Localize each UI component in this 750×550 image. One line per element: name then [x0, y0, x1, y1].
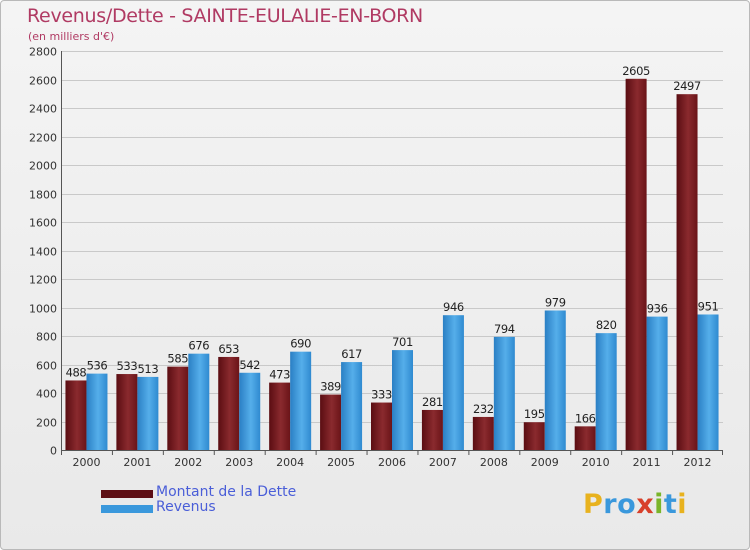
logo-letter: P — [583, 489, 604, 520]
proxiti-logo: Proxiti — [583, 489, 687, 520]
y-tick-label: 1600 — [29, 217, 57, 230]
logo-letter: x — [636, 489, 655, 520]
y-tick-label: 200 — [36, 417, 57, 430]
y-tick-label: 2800 — [29, 46, 57, 59]
bar-dette — [574, 426, 596, 450]
x-tick-label: 2009 — [531, 456, 559, 469]
x-tick-label: 2005 — [327, 456, 355, 469]
bar-dette — [421, 409, 443, 450]
label-revenus: 542 — [239, 358, 260, 372]
label-revenus: 936 — [647, 302, 668, 316]
bar-dette — [218, 356, 240, 450]
bar-dette — [676, 94, 698, 451]
label-dette: 281 — [422, 395, 443, 409]
y-tick-label: 600 — [36, 360, 57, 373]
bar-revenus — [341, 362, 363, 450]
legend-swatch-debt — [101, 490, 153, 498]
x-tick-label: 2012 — [684, 456, 712, 469]
bar-revenus — [290, 351, 312, 450]
x-tick-label: 2003 — [225, 456, 253, 469]
bar-revenus — [646, 316, 668, 450]
label-dette: 533 — [117, 359, 138, 373]
label-dette: 473 — [269, 368, 290, 382]
label-dette: 2605 — [622, 64, 650, 78]
y-tick-label: 0 — [50, 445, 57, 458]
label-dette: 585 — [167, 352, 188, 366]
label-revenus: 820 — [596, 318, 617, 332]
x-tick-label: 2006 — [378, 456, 406, 469]
label-revenus: 513 — [138, 362, 159, 376]
label-revenus: 617 — [341, 347, 362, 361]
label-dette: 195 — [524, 407, 545, 421]
chart-subtitle: (en milliers d'€) — [28, 30, 115, 43]
y-tick-label: 2000 — [29, 160, 57, 173]
logo-letter: i — [677, 489, 688, 520]
bar-revenus — [442, 315, 464, 450]
bar-dette — [167, 366, 189, 450]
label-dette: 2497 — [673, 79, 701, 93]
x-tick-label: 2002 — [174, 456, 202, 469]
label-dette: 389 — [320, 380, 341, 394]
bar-dette — [371, 402, 392, 450]
bar-revenus — [188, 353, 210, 450]
label-dette: 488 — [66, 365, 87, 379]
x-tick-label: 2007 — [429, 456, 457, 469]
x-tick-label: 2004 — [276, 456, 304, 469]
legend-label-revenus: Revenus — [156, 499, 216, 515]
y-tick-label: 2600 — [29, 75, 57, 88]
x-tick-label: 2000 — [72, 456, 100, 469]
y-tick-label: 1800 — [29, 189, 57, 202]
label-dette: 166 — [575, 411, 596, 425]
label-revenus: 690 — [290, 337, 311, 351]
label-revenus: 676 — [188, 339, 209, 353]
bar-revenus — [493, 336, 515, 450]
x-tick-label: 2008 — [480, 456, 508, 469]
bar-dette — [65, 380, 87, 450]
x-tick-label: 2001 — [123, 456, 151, 469]
label-revenus: 794 — [494, 322, 515, 336]
bar-dette — [269, 382, 291, 450]
logo-letter: o — [617, 489, 637, 520]
logo-letter: i — [654, 489, 664, 520]
y-tick-label: 1200 — [29, 274, 57, 287]
label-dette: 333 — [371, 388, 392, 402]
y-tick-label: 2400 — [29, 103, 57, 116]
bar-revenus — [544, 310, 566, 450]
legend-label-debt: Montant de la Dette — [156, 484, 297, 500]
chart-title: Revenus/Dette - SAINTE-EULALIE-EN-BORN — [27, 5, 423, 27]
x-tick-label: 2011 — [633, 456, 661, 469]
bar-revenus — [392, 350, 413, 450]
y-tick-label: 1400 — [29, 246, 57, 259]
bar-revenus — [137, 376, 159, 450]
label-revenus: 946 — [443, 300, 464, 314]
label-dette: 653 — [218, 342, 239, 356]
label-revenus: 701 — [392, 335, 413, 349]
bar-revenus — [239, 372, 261, 450]
logo-letter: r — [603, 489, 618, 520]
bar-revenus — [595, 333, 617, 450]
bar-revenus — [697, 314, 719, 450]
y-tick-label: 800 — [36, 331, 57, 344]
bar-dette — [320, 394, 342, 450]
label-dette: 232 — [473, 402, 494, 416]
legend-swatch-revenus — [101, 505, 153, 513]
label-revenus: 979 — [545, 295, 566, 309]
label-revenus: 951 — [698, 299, 719, 313]
logo-letter: t — [663, 489, 678, 520]
y-tick-label: 1000 — [29, 303, 57, 316]
label-revenus: 536 — [87, 359, 108, 373]
x-tick-label: 2010 — [582, 456, 610, 469]
bar-dette — [116, 374, 138, 450]
bar-revenus — [86, 373, 108, 450]
y-tick-label: 2200 — [29, 132, 57, 145]
bar-dette — [523, 422, 545, 450]
bar-dette — [472, 416, 494, 450]
y-tick-label: 400 — [36, 388, 57, 401]
bar-dette — [625, 78, 647, 450]
